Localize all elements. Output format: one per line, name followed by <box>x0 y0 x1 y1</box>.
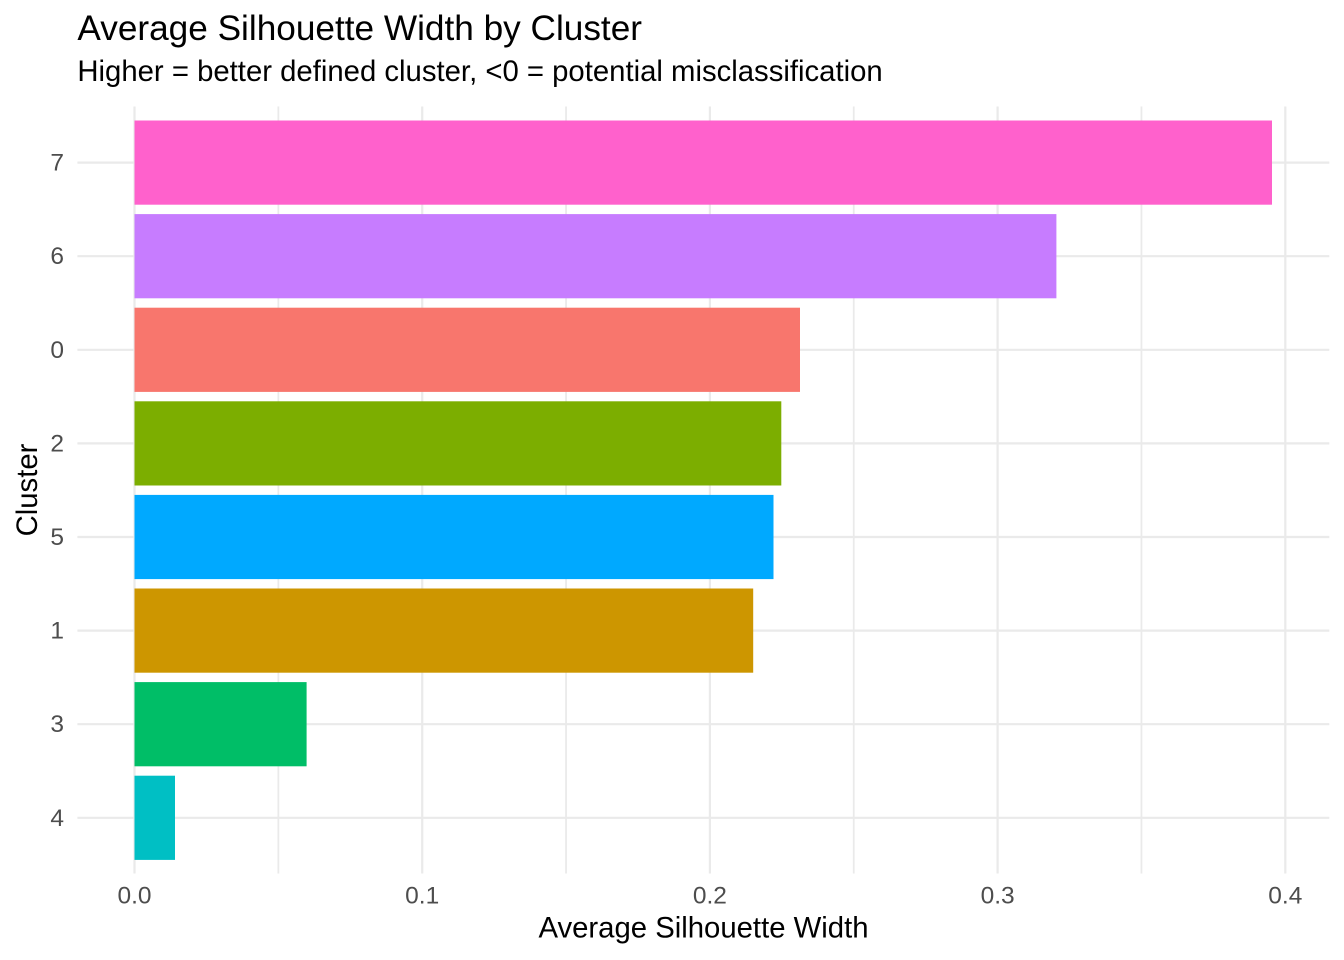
svg-text:0.1: 0.1 <box>405 883 439 910</box>
svg-text:4: 4 <box>50 805 64 832</box>
svg-text:5: 5 <box>50 524 64 551</box>
svg-text:7: 7 <box>50 150 64 177</box>
svg-text:0: 0 <box>50 337 64 364</box>
svg-text:Average Silhouette Width: Average Silhouette Width <box>538 912 868 945</box>
svg-text:Higher = better defined cluste: Higher = better defined cluster, <0 = po… <box>77 55 882 88</box>
svg-text:Average Silhouette Width by Cl: Average Silhouette Width by Cluster <box>77 9 642 48</box>
svg-text:0.4: 0.4 <box>1268 883 1302 910</box>
svg-text:Cluster: Cluster <box>11 443 44 536</box>
svg-text:6: 6 <box>50 243 64 270</box>
svg-text:0.3: 0.3 <box>981 883 1015 910</box>
svg-text:0.2: 0.2 <box>693 883 727 910</box>
svg-text:1: 1 <box>50 618 64 645</box>
svg-text:0.0: 0.0 <box>117 883 151 910</box>
svg-text:2: 2 <box>50 430 64 457</box>
svg-text:3: 3 <box>50 711 64 738</box>
